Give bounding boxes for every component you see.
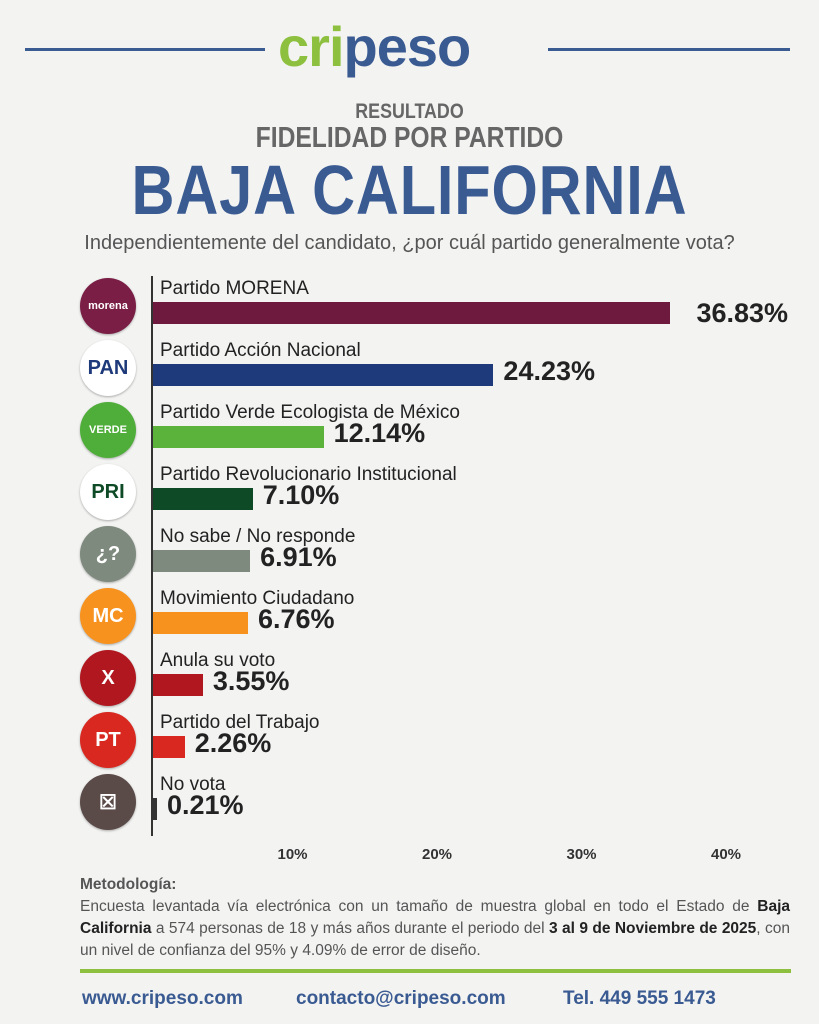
bar	[153, 674, 203, 696]
bar-label: Partido MORENA	[160, 278, 309, 299]
bar-row: X Anula su voto 3.55%	[0, 650, 819, 712]
bar	[153, 488, 253, 510]
mc-logo-icon: MC	[80, 588, 136, 644]
morena-logo-icon: morena	[80, 278, 136, 334]
value-label: 2.26%	[194, 728, 272, 758]
bar	[153, 426, 324, 448]
bar-label: No vota	[160, 774, 226, 795]
bar-label: No sabe / No responde	[160, 526, 356, 547]
title-medium: FIDELIDAD POR PARTIDO	[255, 122, 564, 154]
methodology: Metodología: Encuesta levantada vía elec…	[80, 874, 790, 962]
footer-divider	[80, 969, 791, 973]
x-tick-label: 40%	[710, 846, 742, 863]
value-label: 3.55%	[212, 666, 290, 696]
pan-logo-icon: PAN	[80, 340, 136, 396]
bar-label: Partido Verde Ecologista de México	[160, 402, 460, 423]
header-line-right	[548, 48, 790, 51]
cripeso-logo: cripeso	[278, 15, 471, 78]
value-label: 36.83%	[696, 298, 789, 328]
value-label: 12.14%	[333, 418, 426, 448]
value-label: 6.76%	[257, 604, 335, 634]
methodology-text: Encuesta levantada vía electrónica con u…	[80, 898, 758, 915]
phone-number: Tel. 449 555 1473	[563, 988, 716, 1009]
header-line-left	[25, 48, 265, 51]
y-axis-line	[151, 276, 153, 836]
bar-row: morena Partido MORENA 36.83%	[0, 278, 819, 340]
x-tick-label: 10%	[277, 846, 308, 863]
value-label: 6.91%	[260, 542, 337, 572]
bar-row: PRI Partido Revolucionario Institucional…	[0, 464, 819, 526]
bar-row: ☒ No vota 0.21%	[0, 774, 819, 836]
bar	[153, 798, 157, 820]
pri-logo-icon: PRI	[80, 464, 136, 520]
x-tick-label: 20%	[421, 846, 453, 863]
bar	[153, 612, 248, 634]
bar-row: VERDE Partido Verde Ecologista de México…	[0, 402, 819, 464]
x-icon-icon: X	[80, 650, 136, 706]
ballot-icon-icon: ☒	[80, 774, 136, 830]
value-label: 0.21%	[167, 790, 244, 820]
methodology-text: a 574 personas de 18 y más años durante …	[151, 920, 549, 937]
email-link[interactable]: contacto@cripeso.com	[296, 988, 506, 1009]
page-title: BAJA CALIFORNIA	[131, 151, 688, 229]
bar-label: Movimiento Ciudadano	[160, 588, 355, 609]
value-label: 7.10%	[262, 480, 340, 510]
question: Independientemente del candidato, ¿por c…	[84, 232, 735, 254]
bar-row: PT Partido del Trabajo 2.26%	[0, 712, 819, 774]
bar	[153, 302, 671, 324]
verde-logo-icon: VERDE	[80, 402, 136, 458]
x-tick-label: 30%	[566, 846, 597, 863]
methodology-state: Baja California	[80, 898, 790, 937]
methodology-heading: Metodología:	[80, 876, 177, 893]
bar-label: Partido Acción Nacional	[160, 340, 361, 361]
bar	[153, 550, 251, 572]
methodology-dates: 3 al 9 de Noviembre de 2025	[549, 920, 757, 937]
pt-logo-icon: PT	[80, 712, 136, 768]
title-small: RESULTADO	[355, 100, 464, 123]
bar-label: Partido del Trabajo	[160, 712, 320, 733]
methodology-text: , con un nivel de confianza del 95% y 4.…	[80, 920, 790, 959]
question-icon-icon: ¿?	[80, 526, 136, 582]
website-link[interactable]: www.cripeso.com	[82, 988, 243, 1009]
bar-row: ¿? No sabe / No responde 6.91%	[0, 526, 819, 588]
bar-label: Partido Revolucionario Institucional	[160, 464, 457, 485]
bar-row: PAN Partido Acción Nacional 24.23%	[0, 340, 819, 402]
bar	[153, 364, 494, 386]
bar-label: Anula su voto	[160, 650, 276, 671]
value-label: 24.23%	[503, 356, 595, 386]
bar-row: MC Movimiento Ciudadano 6.76%	[0, 588, 819, 650]
bar	[153, 736, 185, 758]
